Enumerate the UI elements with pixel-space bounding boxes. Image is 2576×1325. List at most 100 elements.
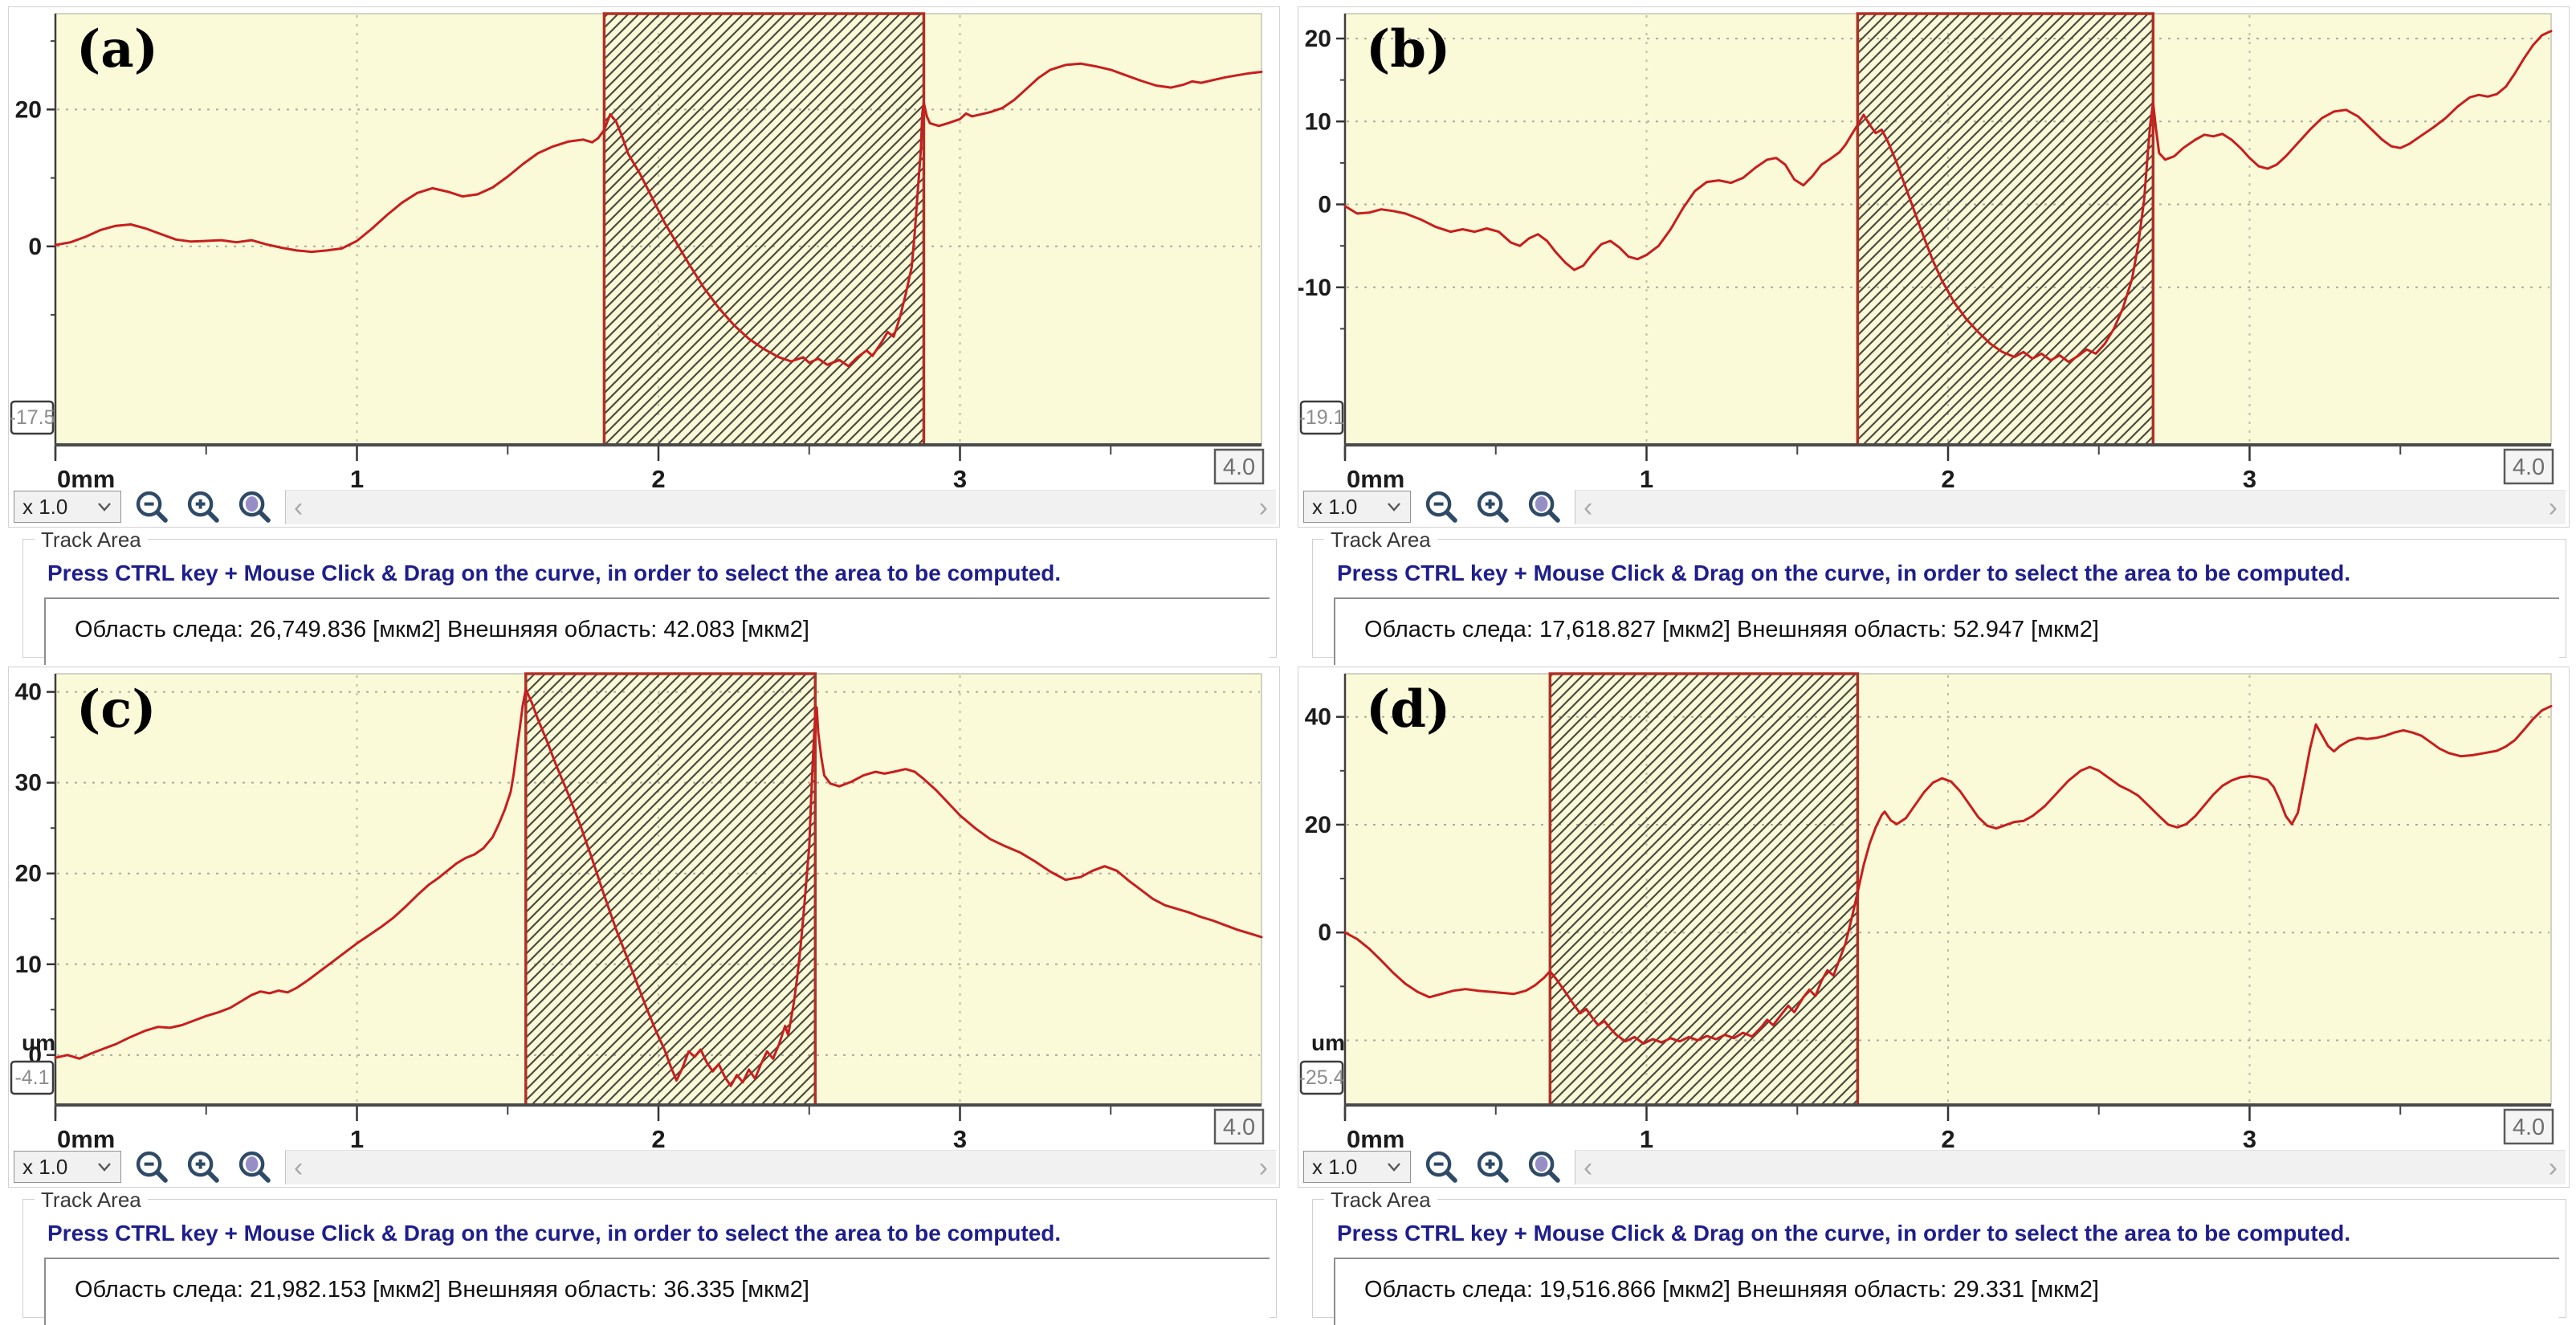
y-tick-label: -10 [1298,275,1331,301]
y-tick-label: 0 [1318,919,1331,946]
y-tick-label: 10 [15,952,42,978]
instruction-text: Press CTRL key + Mouse Click & Drag on t… [1337,1221,2351,1246]
zoom-selection-button[interactable] [1523,1149,1565,1184]
chevron-down-icon [98,503,111,512]
x-end-value: 4.0 [1223,1115,1255,1140]
x-tick-label: 2 [1941,1125,1954,1148]
horizontal-scrollbar[interactable]: ‹ › [285,489,1276,524]
profile-curve[interactable] [1343,704,2553,1045]
y-tick-label: 40 [1305,704,1331,731]
zoom-in-button[interactable] [1472,1149,1514,1184]
zoom-scale-value: x 1.0 [22,1154,68,1179]
x-tick-label: 0mm [1347,1125,1404,1148]
zoom-out-button[interactable] [1420,489,1462,524]
result-panel: Область следа: 21,982.153 [мкм2] Внешняя… [44,1258,1270,1325]
profile-curve[interactable] [54,62,1263,368]
zoom-scale-select[interactable]: x 1.0 [1303,1151,1411,1183]
track-area-group: Track Area Press CTRL key + Mouse Click … [22,1188,1277,1325]
y-tick-label: 0 [28,234,42,260]
scroll-right-icon[interactable]: › [1258,491,1268,523]
zoom-out-button[interactable] [1420,1149,1462,1184]
profile-chart[interactable]: 20 0 0mm 1 2 3 -17.5 4.0 (a) [9,7,1279,487]
zoom-scale-select[interactable]: x 1.0 [14,1151,121,1183]
zoom-in-icon [187,491,219,523]
scroll-left-icon[interactable]: ‹ [1584,1152,1593,1183]
y-min-value: -17.5 [10,406,55,429]
profile-chart[interactable]: 40 20 0 0mm 1 2 3 -25.4 um 4.0 (d) [1298,667,2569,1148]
track-area-group: Track Area Press CTRL key + Mouse Click … [1312,1188,2566,1325]
scroll-right-icon[interactable]: › [2548,1152,2558,1183]
zoom-scale-select[interactable]: x 1.0 [14,491,121,523]
track-area-title: Track Area [1324,1188,1437,1213]
profile-curve[interactable] [1343,30,2553,364]
track-area-title: Track Area [35,1188,148,1213]
y-min-box [10,400,55,435]
chart-widget: 40 20 0 0mm 1 2 3 -25.4 um 4.0 (d) x 1.0 ‹ › [1298,667,2570,1188]
zoom-scale-value: x 1.0 [1312,1154,1358,1179]
y-tick-label: 30 [15,770,42,797]
panel-letter: (b) [1366,19,1450,80]
selected-region[interactable] [602,12,926,446]
scroll-left-icon[interactable]: ‹ [294,491,304,523]
zoom-out-button[interactable] [131,489,173,524]
zoom-out-icon [1425,1151,1457,1183]
y-tick-label: 20 [15,96,42,123]
x-tick-label: 1 [1640,465,1653,487]
result-panel: Область следа: 19,516.866 [мкм2] Внешняя… [1334,1258,2559,1325]
y-unit-label: um [1311,1030,1345,1055]
scroll-right-icon[interactable]: › [1258,1152,1268,1183]
horizontal-scrollbar[interactable]: ‹ › [1575,1149,2566,1184]
x-tick-label: 0mm [57,465,115,487]
profile-curve[interactable] [54,687,1263,1087]
y-min-box [10,1060,55,1095]
result-panel: Область следа: 17,618.827 [мкм2] Внешняя… [1334,597,2559,665]
scroll-right-icon[interactable]: › [2548,491,2558,523]
scroll-left-icon[interactable]: ‹ [294,1152,304,1183]
y-min-box [1299,400,1344,435]
y-min-value: -25.4 [1299,1066,1345,1089]
y-min-value: -19.1 [1299,406,1345,429]
zoom-in-button[interactable] [182,489,224,524]
zoom-scale-select[interactable]: x 1.0 [1303,491,1411,523]
x-tick-label: 2 [1941,465,1954,487]
zoom-in-icon [1477,1151,1509,1183]
zoom-selection-button[interactable] [234,489,275,524]
x-tick-label: 0mm [57,1125,115,1148]
scroll-left-icon[interactable]: ‹ [1584,491,1593,523]
zoom-scale-value: x 1.0 [22,494,68,519]
track-area-title: Track Area [35,528,148,552]
y-min-value: -4.1 [14,1066,49,1089]
x-end-box [1213,448,1265,485]
horizontal-scrollbar[interactable]: ‹ › [1575,489,2566,524]
zoom-in-button[interactable] [1472,489,1514,524]
instruction-text: Press CTRL key + Mouse Click & Drag on t… [47,561,1062,585]
panel-d: 40 20 0 0mm 1 2 3 -25.4 um 4.0 (d) x 1.0 ‹ › Track… [1298,667,2570,1325]
selected-region[interactable] [524,672,817,1107]
panel-letter: (c) [76,679,157,740]
zoom-selection-button[interactable] [1523,489,1565,524]
chevron-down-icon [98,1163,111,1172]
zoom-out-button[interactable] [131,1149,173,1184]
track-area-group: Track Area Press CTRL key + Mouse Click … [1312,528,2566,665]
zoom-in-button[interactable] [182,1149,224,1184]
zoom-out-icon [136,1151,168,1183]
track-area-result: Область следа: 21,982.153 [мкм2] Внешняя… [75,1277,809,1303]
zoom-selection-icon [1528,491,1560,523]
chart-widget: 40 30 20 10 0 0mm 1 2 3 -4.1 um 4.0 (c) x 1.0 ‹ › [8,667,1280,1188]
panel-letter: (a) [76,19,158,80]
horizontal-scrollbar[interactable]: ‹ › [285,1149,1276,1184]
x-end-box [2503,448,2554,485]
chart-toolbar: x 1.0 ‹ › [1303,1149,2566,1184]
zoom-selection-button[interactable] [234,1149,275,1184]
zoom-scale-value: x 1.0 [1312,494,1358,519]
x-tick-label: 3 [2243,465,2256,487]
chart-toolbar: x 1.0 ‹ › [14,489,1276,524]
selected-region[interactable] [1548,672,1860,1107]
y-tick-label: 0 [1318,192,1331,218]
x-end-value: 4.0 [2513,1115,2545,1140]
profile-chart[interactable]: 20 10 0 -10 0mm 1 2 3 -19.1 4.0 (b) [1298,7,2569,487]
selected-region[interactable] [1856,12,2155,446]
result-panel: Область следа: 26,749.836 [мкм2] Внешняя… [44,597,1270,665]
track-area-title: Track Area [1324,528,1437,552]
